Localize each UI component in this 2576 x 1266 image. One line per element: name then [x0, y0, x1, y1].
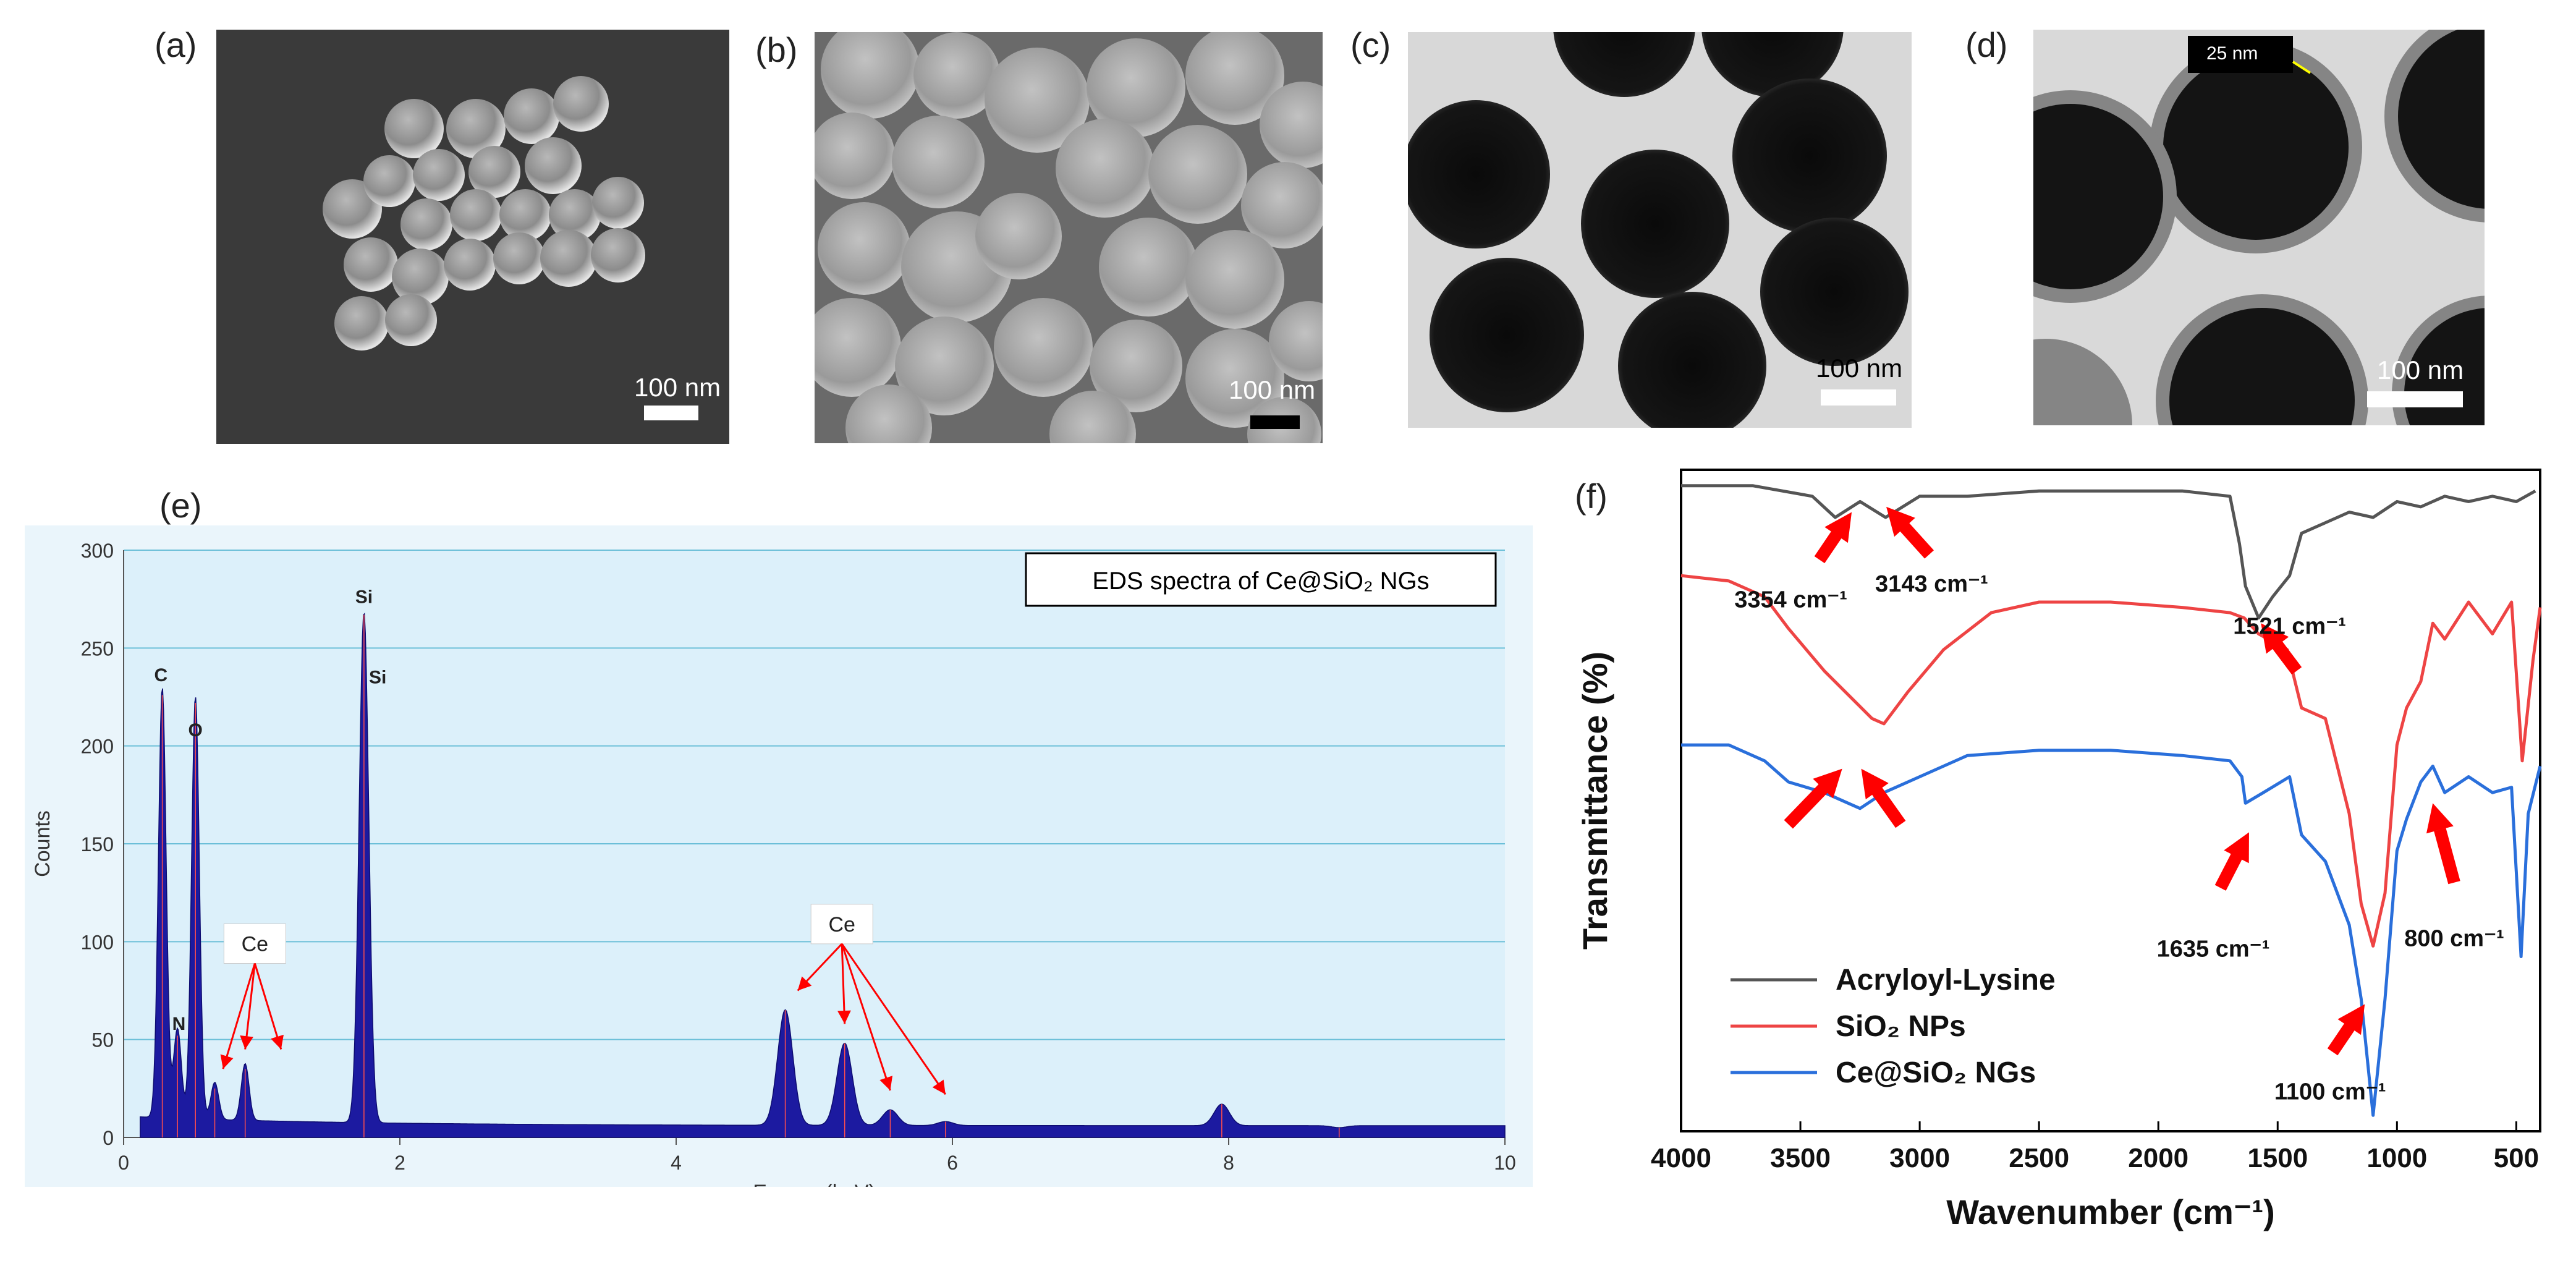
eds-ce-arrow — [841, 943, 846, 1024]
ftir-series-sio2 — [1680, 574, 2542, 948]
ftir-annotation-label: 1521 cm⁻¹ — [2233, 613, 2346, 639]
ftir-annotation-arrowhead — [2426, 803, 2454, 834]
eds-element-label: C — [155, 665, 168, 686]
eds-xtick-label: 8 — [1223, 1152, 1234, 1174]
ftir-annotation-arrowhead — [1824, 512, 1852, 543]
eds-ce-arrowhead — [271, 1034, 284, 1050]
ftir-chart: 4000 3500 3000 2500 2000 1500 1000 500 Wavenumbe… — [1564, 457, 2565, 1261]
eds-ce-arrow — [841, 943, 891, 1091]
ftir-xtick-label: 3000 — [1889, 1143, 1950, 1173]
ftir-annotation-label: 1100 cm⁻¹ — [2274, 1079, 2386, 1105]
ftir-xtick-label: 2500 — [2009, 1143, 2069, 1173]
ftir-annotation-label: 1635 cm⁻¹ — [2157, 937, 2270, 962]
eds-ce-arrowhead — [879, 1076, 893, 1090]
ftir-annotation-arrow — [1784, 783, 1829, 829]
eds-spectrum-area — [140, 613, 1506, 1138]
eds-title: EDS spectra of Ce@SiO₂ NGs — [1092, 567, 1429, 595]
scale-label-d: 100 nm — [2377, 355, 2464, 384]
ftir-xtick-label: 3500 — [1770, 1143, 1831, 1173]
eds-ce-arrow — [222, 963, 256, 1069]
ftir-annotation-arrowhead — [2261, 623, 2289, 654]
ftir-annotation-arrowhead — [2224, 832, 2249, 864]
eds-ce-arrow — [841, 943, 947, 1095]
ftir-annotation-arrowhead — [1813, 768, 1842, 799]
scale-label-b: 100 nm — [1229, 375, 1316, 404]
eds-xtick-label: 2 — [394, 1152, 405, 1174]
eds-ytick-label: 250 — [81, 637, 114, 660]
eds-y-axis-label: Counts — [31, 810, 54, 877]
ftir-xtick-label: 1000 — [2366, 1143, 2427, 1173]
eds-ytick-label: 300 — [81, 540, 114, 562]
ftir-annotation-arrow — [2214, 848, 2245, 891]
sem-image-b: 100 nm — [815, 32, 1323, 443]
sem-image-a: 100 nm — [216, 30, 729, 444]
ftir-legend-label: SiO₂ NPs — [1836, 1010, 1966, 1043]
panel-c-label: (c) — [1350, 25, 1391, 64]
ftir-legend-label: Acryloyl-Lysine — [1836, 964, 2056, 996]
ftir-annotation-arrowhead — [1861, 768, 1889, 800]
ftir-plot-frame — [1680, 469, 2541, 1132]
tem-image-d: 25 nm 100 nm — [2033, 30, 2485, 425]
eds-xtick-label: 10 — [1494, 1152, 1516, 1174]
ftir-y-axis-label: Transmittance (%) — [1575, 652, 1614, 950]
tem-image-c: 100 nm — [1408, 32, 1912, 428]
eds-ce-arrow — [253, 963, 282, 1050]
panel-f-label: (f) — [1575, 477, 1608, 516]
ftir-xtick-label: 2000 — [2128, 1143, 2188, 1173]
panel-b-label: (b) — [755, 30, 798, 69]
ftir-annotation-label: 3354 cm⁻¹ — [1734, 587, 1847, 613]
eds-title-box — [1025, 552, 1497, 607]
ftir-annotation-arrow — [2434, 828, 2460, 885]
ftir-series-acryloyl — [1681, 484, 2536, 620]
eds-element-label: N — [172, 1014, 186, 1034]
ftir-xtick-label: 500 — [2494, 1143, 2539, 1173]
eds-ce-arrow — [244, 963, 256, 1050]
eds-element-label: Si — [355, 587, 373, 608]
panel-d-label: (d) — [1965, 25, 2008, 64]
eds-ytick-label: 50 — [91, 1029, 114, 1051]
ftir-annotation-label: 800 cm⁻¹ — [2404, 925, 2504, 951]
eds-element-label: O — [189, 720, 203, 741]
ftir-annotation-label: 3143 cm⁻¹ — [1875, 571, 1988, 597]
ftir-annotation-arrowhead — [2337, 1004, 2365, 1035]
ftir-annotation-arrow — [1869, 783, 1906, 828]
eds-ytick-label: 100 — [81, 931, 114, 953]
eds-ce-arrowhead — [220, 1054, 234, 1069]
eds-ce-arrowhead — [797, 976, 812, 991]
eds-ce-box — [810, 904, 873, 945]
panel-a-label: (a) — [155, 25, 197, 64]
eds-ce-box — [223, 924, 286, 964]
eds-ce-arrowhead — [837, 1010, 851, 1024]
eds-xtick-label: 0 — [118, 1152, 129, 1174]
scale-label-a: 100 nm — [634, 373, 721, 402]
eds-xtick-label: 6 — [947, 1152, 958, 1174]
shell-thickness-label: 25 nm — [2206, 43, 2258, 64]
ftir-annotation-arrow — [1896, 518, 1934, 559]
ftir-legend-label: Ce@SiO₂ NGs — [1836, 1056, 2036, 1089]
eds-x-axis-label: Energy (keV) — [753, 1181, 875, 1187]
ftir-xtick-label: 4000 — [1651, 1143, 1711, 1173]
eds-element-label: Si — [369, 667, 386, 687]
scale-label-c: 100 nm — [1816, 354, 1903, 383]
ftir-series-ce_sio2 — [1681, 743, 2542, 1117]
eds-ytick-label: 0 — [103, 1127, 114, 1149]
eds-ytick-label: 150 — [81, 833, 114, 856]
ftir-xtick-label: 1500 — [2247, 1143, 2308, 1173]
panel-e-label: (e) — [159, 486, 202, 525]
eds-ce-label: Ce — [242, 933, 268, 956]
ftir-annotation-arrowhead — [1886, 506, 1915, 537]
eds-ce-arrowhead — [932, 1079, 946, 1095]
eds-ce-label: Ce — [828, 913, 855, 937]
eds-chart: 0 50 100 150 200 250 300 0 2 4 6 8 10 C O N Si Si Ce Ce EDS … — [25, 525, 1533, 1204]
eds-ytick-label: 200 — [81, 736, 114, 758]
eds-ce-arrowhead — [240, 1035, 253, 1050]
eds-xtick-label: 4 — [671, 1152, 682, 1174]
ftir-x-axis-label: Wavenumber (cm⁻¹) — [1946, 1192, 2275, 1231]
